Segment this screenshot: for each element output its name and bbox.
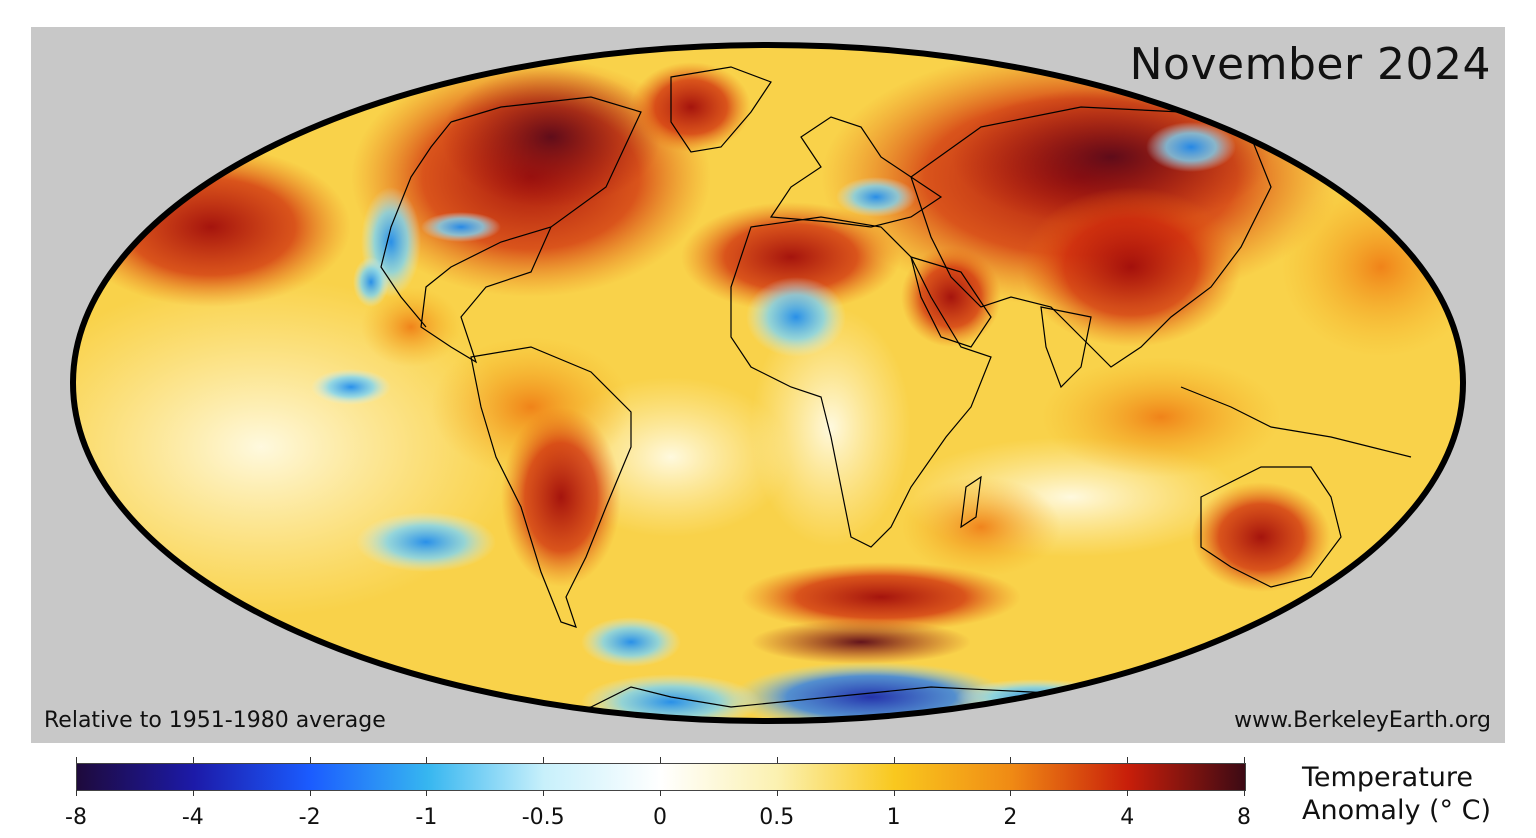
colorbar-title: Temperature Anomaly (° C)	[1302, 761, 1491, 827]
new-zealand-outline	[1330, 576, 1393, 618]
colorbar-tick-mark	[426, 757, 428, 763]
colorbar-tick-label: -2	[298, 805, 321, 830]
colorbar-tick-label: 2	[1003, 805, 1018, 830]
baseline-note: Relative to 1951-1980 average	[44, 708, 386, 733]
colorbar-tick-label: 4	[1120, 805, 1135, 830]
colorbar-tick-mark	[76, 790, 77, 796]
asia-outline	[910, 106, 1272, 368]
colorbar-tick-mark	[192, 757, 194, 763]
colorbar-tick-mark	[776, 757, 778, 763]
colorbar-tick-mark	[309, 790, 311, 796]
colorbar-tick-mark	[543, 790, 545, 796]
arabia-outline	[910, 256, 992, 348]
map-title: November 2024	[1129, 39, 1491, 90]
europe-outline	[769, 116, 943, 228]
australia-outline	[1200, 466, 1342, 588]
colorbar-tick-label: -0.5	[521, 805, 565, 830]
colorbar-title-line2: Anomaly (° C)	[1302, 795, 1492, 826]
anomaly-field	[73, 45, 1463, 721]
colorbar-tick-mark	[1010, 757, 1012, 763]
madagascar-outline	[960, 475, 982, 529]
colorbar-legend: -8 -4 -2 -1 -0.5 0 0.5 1 2 4 8 Temperature Anomaly…	[0, 743, 1536, 838]
colorbar-tick-mark	[1244, 790, 1245, 796]
colorbar-tick-label: 8	[1237, 805, 1251, 830]
greenland-outline	[670, 66, 772, 153]
colorbar-tick-label: -4	[181, 805, 204, 830]
colorbar-tick-mark	[192, 790, 194, 796]
colorbar-tick-mark	[893, 790, 895, 796]
colorbar-tick-mark	[660, 757, 661, 763]
map-frame	[70, 42, 1466, 724]
source-url: www.BerkeleyEarth.org	[1234, 708, 1491, 733]
anomaly-map	[70, 42, 1466, 724]
colorbar-tick-label: 0	[653, 805, 667, 830]
coastlines	[380, 66, 1412, 718]
colorbar-tick-label: -1	[415, 805, 438, 830]
north-america-outline	[380, 96, 642, 364]
colorbar-title-line1: Temperature	[1302, 762, 1474, 793]
colorbar-tick-mark	[776, 790, 778, 796]
indonesia-outline	[1180, 386, 1412, 458]
colorbar-tick-mark	[1010, 790, 1012, 796]
south-america-outline	[470, 346, 632, 628]
colorbar-tick-label: 1	[886, 805, 901, 830]
colorbar-tick-mark	[309, 757, 311, 763]
colorbar-tick-mark	[1127, 790, 1129, 796]
africa-outline	[730, 216, 992, 548]
colorbar-tick-mark	[543, 757, 545, 763]
colorbar-tick-label: -8	[65, 805, 87, 830]
india-outline	[1040, 306, 1092, 389]
colorbar-tick-mark	[660, 790, 661, 796]
colorbar-tick-label: 0.5	[759, 805, 795, 830]
colorbar-gradient	[76, 763, 1246, 791]
colorbar-tick-mark	[893, 757, 895, 763]
colorbar-tick-mark	[76, 757, 77, 763]
colorbar-tick-mark	[1244, 757, 1245, 763]
colorbar-tick-mark	[1127, 757, 1129, 763]
map-panel: November 2024 Relative to 1951-1980 aver…	[31, 27, 1505, 743]
colorbar-tick-mark	[426, 790, 428, 796]
